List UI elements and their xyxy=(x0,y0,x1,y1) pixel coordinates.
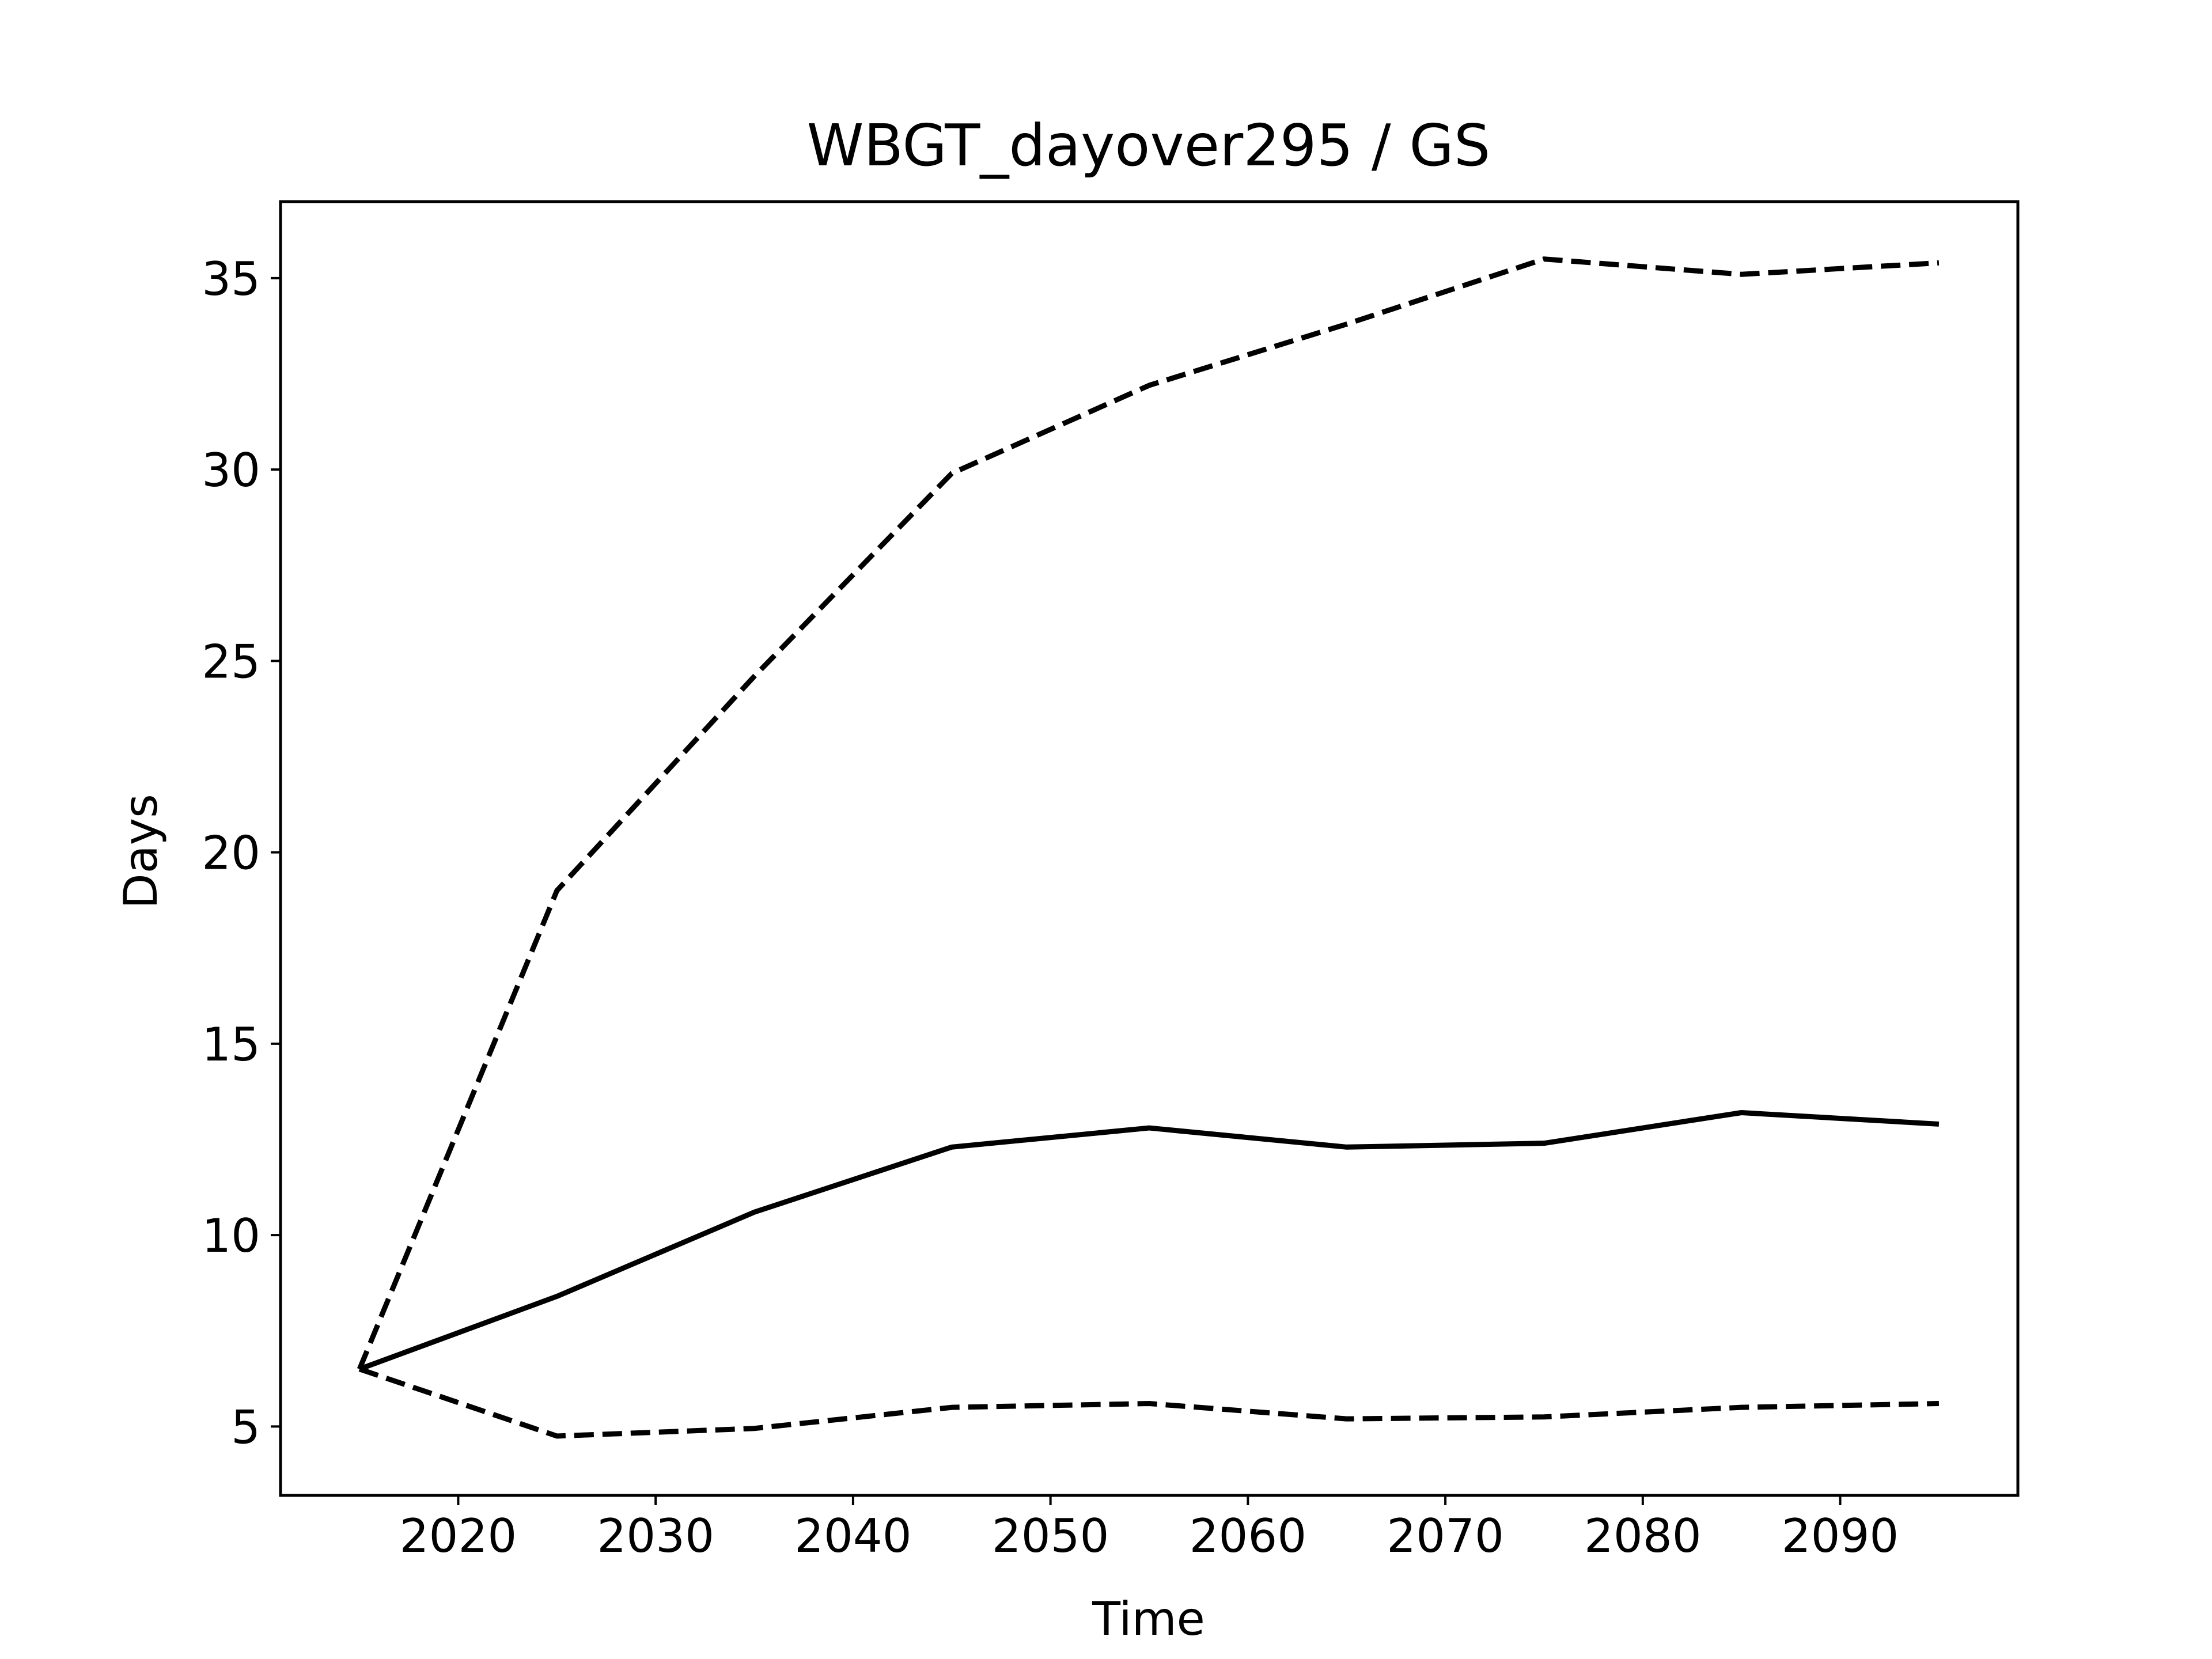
lower-bound-line xyxy=(358,1366,1939,1439)
x-tick-label: 2080 xyxy=(1584,1509,1702,1563)
y-tick-label: 30 xyxy=(202,444,260,497)
y-tick-label: 5 xyxy=(231,1400,260,1454)
plot-frame xyxy=(279,200,2020,1497)
x-tick-label: 2090 xyxy=(1782,1509,1899,1563)
y-tick-label: 10 xyxy=(202,1209,260,1263)
upper-bound-line xyxy=(357,256,1940,1370)
x-tick-label: 2050 xyxy=(992,1509,1109,1563)
x-tick-label: 2020 xyxy=(400,1509,517,1563)
y-tick-label: 20 xyxy=(202,827,260,880)
y-axis-label: Days xyxy=(114,794,168,909)
y-tick-label: 35 xyxy=(202,252,260,306)
y-axis: 5 10 15 20 25 30 35 xyxy=(202,252,281,1454)
median-line xyxy=(358,1110,1940,1372)
x-tick-label: 2030 xyxy=(597,1509,714,1563)
series-layer xyxy=(357,256,1940,1439)
y-tick-label: 25 xyxy=(202,635,260,688)
x-tick-label: 2070 xyxy=(1387,1509,1504,1563)
x-axis-label: Time xyxy=(1092,1592,1205,1646)
x-axis: 2020 2030 2040 2050 2060 2070 2080 2090 xyxy=(400,1495,1899,1563)
chart-title: WBGT_dayover295 / GS xyxy=(807,112,1491,179)
x-tick-label: 2040 xyxy=(794,1509,912,1563)
y-tick-label: 15 xyxy=(202,1018,260,1071)
x-tick-label: 2060 xyxy=(1190,1509,1307,1563)
